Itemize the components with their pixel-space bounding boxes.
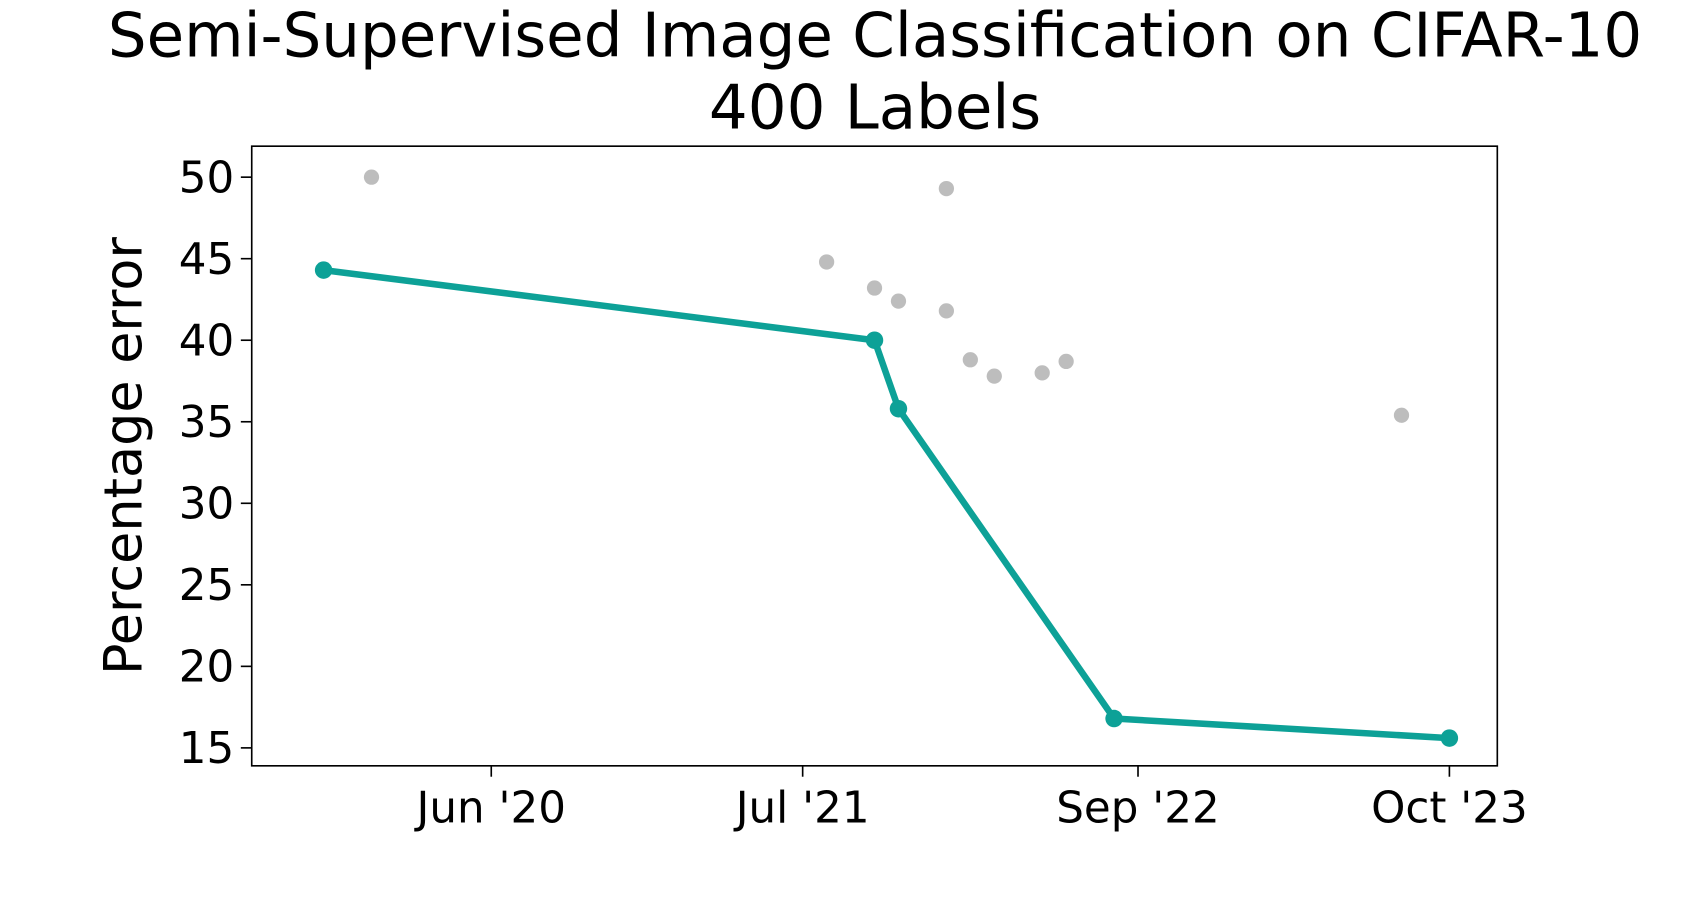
line-point [1105,709,1123,728]
scatter-point [866,280,883,296]
line-point [1440,729,1459,747]
y-tick-label: 15 [179,724,234,774]
scatter-point [1393,407,1410,423]
x-tick-label: Jun '20 [414,784,566,834]
y-tick-label: 20 [179,643,234,693]
scatter-point [363,169,380,185]
y-tick-label: 25 [179,561,234,611]
scatter-point [1058,353,1074,370]
chart-title: Semi-Supervised Image Classification on … [108,1,1642,72]
scatter-point [938,303,955,319]
series-line [323,266,1450,742]
scatter-point [890,293,907,309]
line-point [889,399,908,418]
x-tick-label: Jul '21 [733,784,870,834]
chart-subtitle: 400 Labels [709,73,1041,144]
line-point [865,331,884,349]
line-point [314,261,333,279]
y-axis-label: Percentage error [94,237,155,675]
scatter-point [1034,365,1050,381]
x-tick-label: Sep '22 [1056,784,1219,834]
scatter-point [962,352,978,368]
plot-frame [250,145,1499,767]
scatter-point [938,180,955,197]
y-tick-label: 40 [179,316,234,366]
y-tick-label: 30 [179,480,234,530]
y-tick-label: 35 [179,398,234,448]
y-tick-label: 50 [179,153,234,203]
scatter-point [818,254,835,270]
y-tick-label: 45 [179,235,234,285]
scatter-point [986,368,1002,384]
x-tick-label: Oct '23 [1371,784,1528,834]
